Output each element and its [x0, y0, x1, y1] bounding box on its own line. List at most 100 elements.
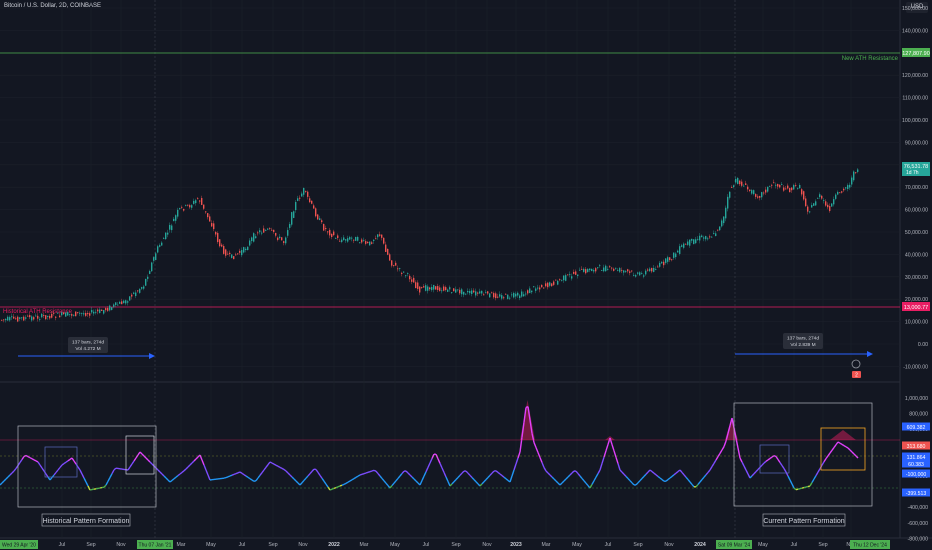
indicator-segment	[61, 463, 65, 466]
candle-body	[269, 228, 271, 229]
indicator-segment	[743, 465, 747, 471]
indicator-segment	[645, 471, 649, 475]
indicator-segment	[571, 470, 575, 474]
candle-body	[801, 189, 803, 195]
indicator-segment	[679, 469, 683, 473]
indicator-segment	[63, 461, 67, 465]
indicator-segment	[277, 465, 281, 468]
indicator-segment	[647, 469, 651, 473]
candle-body	[635, 275, 637, 277]
indicator-segment	[383, 480, 387, 484]
indicator-segment	[265, 464, 269, 468]
candle-body	[35, 315, 37, 317]
candle-body	[639, 272, 641, 276]
candle-body	[85, 313, 87, 316]
candle-body	[753, 190, 755, 195]
candle-body	[401, 272, 403, 274]
candle-body	[355, 236, 357, 241]
candle-body	[627, 269, 629, 272]
indicator-segment	[785, 471, 789, 477]
candle-body	[531, 290, 533, 293]
candle-body	[135, 292, 137, 297]
candle-body	[697, 238, 699, 240]
indicator-segment	[179, 471, 183, 475]
time-axis-label: Jul	[59, 542, 66, 548]
indicator-segment	[535, 447, 539, 453]
indicator-segment	[453, 479, 457, 483]
candle-body	[619, 268, 621, 272]
historical-pattern-box[interactable]	[17, 425, 157, 508]
indicator-segment	[611, 444, 615, 452]
time-axis-tag-text: Sat 09 Mar '24	[718, 543, 751, 549]
candle-body	[233, 256, 235, 260]
indicator-segment	[605, 444, 609, 452]
indicator-segment	[777, 459, 781, 463]
indicator-segment	[55, 469, 59, 473]
candle-body	[199, 200, 201, 202]
measure-right-vol: Vol 2.839 M	[790, 342, 815, 348]
historical-inner-box-1[interactable]	[44, 446, 78, 478]
indicator-segment	[427, 462, 431, 468]
candle-body	[249, 240, 251, 246]
indicator-segment	[3, 478, 7, 482]
candle-body	[107, 308, 109, 311]
candle-body	[101, 309, 103, 311]
candle-body	[847, 185, 849, 190]
candle-body	[839, 192, 841, 194]
indicator-segment	[665, 479, 669, 482]
measure-left[interactable]: 137 bars, 274d Vol 4.272 M	[18, 337, 155, 359]
current-pattern-box[interactable]	[733, 402, 873, 507]
indicator-segment	[165, 477, 169, 481]
price-axis-label: 150,000.00	[902, 6, 928, 12]
indicator-segment	[173, 476, 177, 480]
candle-body	[501, 295, 503, 299]
candle-body	[621, 269, 623, 271]
indicator-segment	[651, 471, 655, 474]
indicator-segment	[653, 472, 657, 476]
candle-body	[563, 275, 565, 281]
indicator-segment	[79, 469, 83, 475]
candle-body	[435, 286, 437, 290]
candle-body	[497, 296, 499, 298]
currency-button[interactable]: USD	[906, 2, 928, 13]
measure-right[interactable]: 137 bars, 274d Vol 2.839 M	[735, 333, 873, 357]
candle-body	[693, 239, 695, 245]
event-flag-icon[interactable]	[852, 371, 861, 378]
candle-body	[805, 198, 807, 207]
candle-body	[345, 239, 347, 241]
indicator-axis-label: -600,000	[908, 521, 929, 527]
candle-body	[467, 290, 469, 293]
indicator-axis-label: 1,000,000	[905, 396, 928, 402]
indicator-segment	[305, 475, 309, 479]
indicator-segment	[801, 486, 805, 489]
candle-body	[711, 236, 713, 238]
indicator-segment	[721, 446, 725, 451]
symbol-title[interactable]: Bitcoin / U.S. Dollar, 2D, COINBASE	[4, 3, 102, 9]
historical-inner-box-2[interactable]	[125, 435, 155, 475]
indicator-segment	[763, 460, 767, 464]
indicator-segment	[183, 468, 187, 472]
candle-body	[147, 276, 149, 279]
candle-body	[429, 287, 431, 290]
indicator-segment	[541, 462, 545, 468]
indicator-segment	[691, 483, 695, 488]
indicator-segment	[161, 473, 165, 477]
indicator-segment	[243, 474, 247, 477]
candle-body	[447, 289, 449, 292]
indicator-segment	[829, 449, 833, 454]
candle-body	[37, 315, 39, 319]
candle-body	[407, 273, 409, 274]
indicator-segment	[415, 480, 419, 484]
candle-body	[613, 268, 615, 271]
candle-body	[201, 198, 203, 205]
candle-body	[49, 315, 51, 319]
candle-body	[61, 312, 63, 316]
replay-icon[interactable]	[851, 359, 861, 369]
current-inner-box-2[interactable]	[820, 427, 866, 471]
candle-body	[335, 238, 337, 239]
candle-body	[173, 218, 175, 222]
indicator-segment	[471, 476, 475, 481]
current-inner-box-1[interactable]	[759, 444, 790, 474]
indicator-segment	[783, 468, 787, 473]
